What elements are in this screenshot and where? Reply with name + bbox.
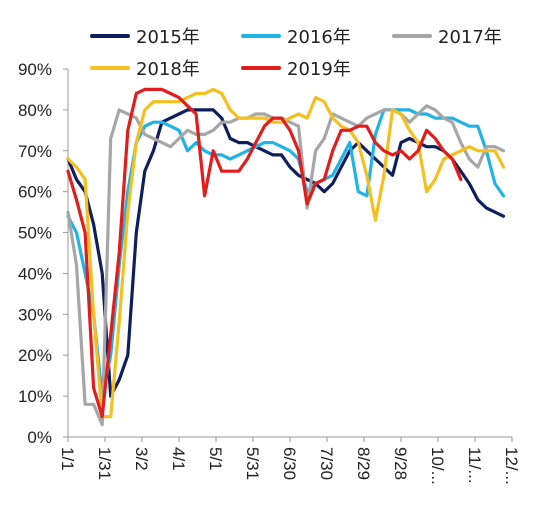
y-tick-label: 40% bbox=[18, 264, 52, 283]
x-tick-label: 4/1 bbox=[169, 447, 188, 471]
legend-item-5: 2019年 bbox=[241, 59, 351, 80]
legend-item-1: 2015年 bbox=[90, 27, 200, 48]
series-line-5 bbox=[66, 87, 463, 419]
legend-item-2: 2016年 bbox=[241, 27, 351, 48]
x-tick-label: 11/... bbox=[465, 447, 484, 484]
legend-label: 2019年 bbox=[287, 59, 351, 80]
x-tick-label: 1/1 bbox=[58, 447, 77, 471]
legend: 2015年 2016年 2017年 2018年 2019年 bbox=[90, 27, 502, 80]
legend-item-4: 2018年 bbox=[90, 59, 200, 80]
series-line-4 bbox=[66, 87, 506, 419]
x-tick-label: 10/... bbox=[428, 447, 447, 485]
legend-label: 2015年 bbox=[136, 27, 200, 48]
legend-label: 2018年 bbox=[136, 59, 200, 80]
y-tick-label: 10% bbox=[18, 387, 52, 406]
x-tick-label: 1/31 bbox=[95, 447, 114, 480]
x-tick-label: 12/... bbox=[502, 447, 521, 485]
plot-area bbox=[66, 87, 506, 427]
series-line-2 bbox=[66, 108, 506, 398]
y-tick-label: 20% bbox=[18, 346, 52, 365]
x-tick-label: 5/1 bbox=[206, 447, 225, 471]
legend-label: 2017年 bbox=[438, 27, 502, 48]
x-tick-label: 5/31 bbox=[243, 447, 262, 480]
legend-label: 2016年 bbox=[287, 27, 351, 48]
y-tick-label: 70% bbox=[18, 142, 52, 161]
y-tick-label: 90% bbox=[18, 60, 52, 79]
y-tick-label: 30% bbox=[18, 305, 52, 324]
x-tick-label: 9/28 bbox=[391, 447, 410, 480]
y-tick-label: 60% bbox=[18, 183, 52, 202]
y-tick-label: 80% bbox=[18, 101, 52, 120]
x-tick-label: 6/30 bbox=[280, 447, 299, 480]
y-axis: 0% 10% 20% 30% 40% 50% 60% 70% 80% 90% bbox=[18, 60, 69, 447]
y-tick-label: 0% bbox=[27, 428, 52, 447]
x-tick-label: 8/29 bbox=[354, 447, 373, 480]
series-line-1 bbox=[66, 108, 506, 398]
legend-item-3: 2017年 bbox=[392, 27, 502, 48]
x-axis: 1/1 1/31 3/2 4/1 5/1 5/31 6/30 7/30 8/29 9/28 10/.… bbox=[58, 436, 521, 485]
x-tick-label: 3/2 bbox=[132, 447, 151, 471]
y-tick-label: 50% bbox=[18, 224, 52, 243]
x-tick-label: 7/30 bbox=[317, 447, 336, 480]
